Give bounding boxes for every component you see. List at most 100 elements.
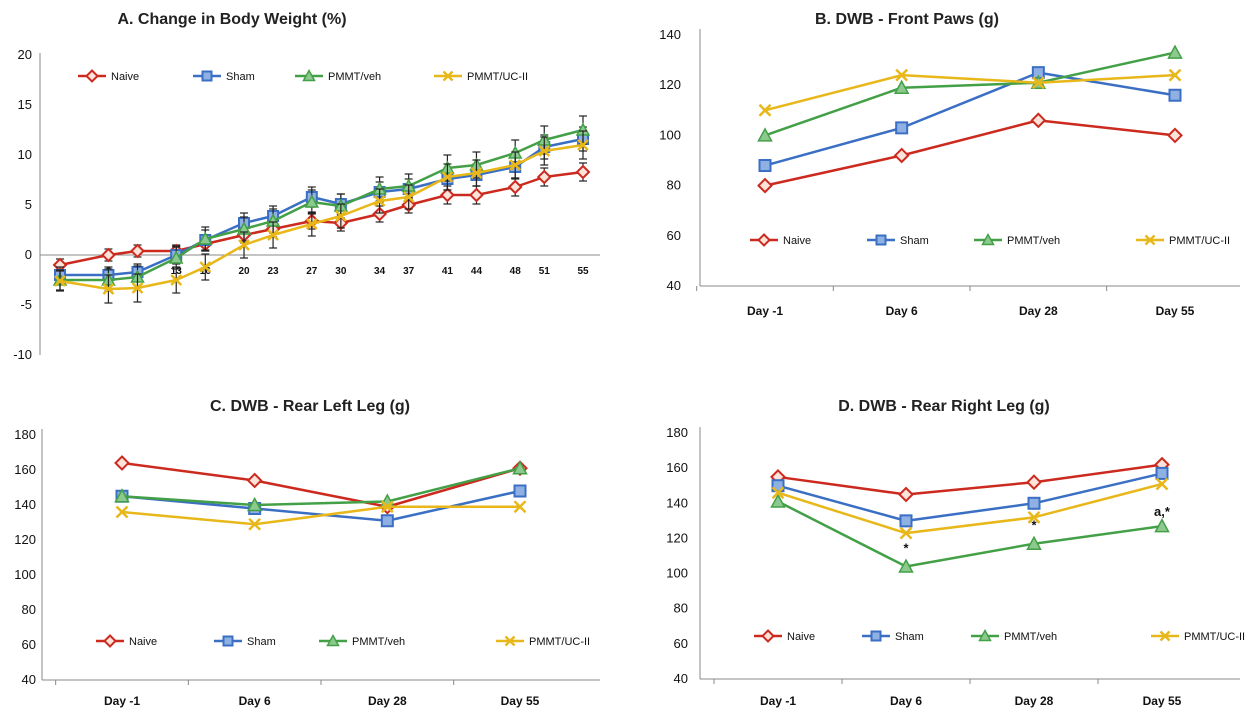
legend-label: PMMT/veh bbox=[1004, 631, 1057, 643]
legend-marker bbox=[870, 630, 882, 642]
data-point bbox=[101, 247, 116, 263]
data-point bbox=[1026, 474, 1042, 491]
legend: Naive Sham PMMT/veh PMMT/UC-II bbox=[750, 232, 1230, 247]
x-tick-label: Day -1 bbox=[747, 304, 783, 318]
data-point bbox=[1031, 76, 1045, 90]
data-point bbox=[898, 486, 914, 503]
legend-marker bbox=[103, 634, 117, 648]
legend-label: PMMT/UC-II bbox=[1184, 631, 1245, 643]
legend-label: PMMT/UC-II bbox=[467, 71, 528, 83]
x-tick-label: 48 bbox=[510, 266, 522, 277]
data-point bbox=[334, 210, 347, 222]
x-tick-label: 34 bbox=[374, 266, 386, 277]
legend-label: Sham bbox=[900, 235, 929, 247]
series-line bbox=[764, 73, 1176, 112]
legend-label: PMMT/veh bbox=[1007, 235, 1060, 247]
data-point bbox=[575, 164, 591, 180]
series-naive bbox=[114, 455, 528, 515]
y-tick-label: 100 bbox=[14, 567, 36, 582]
data-point bbox=[758, 159, 772, 173]
series-line bbox=[60, 128, 584, 282]
data-point bbox=[895, 68, 909, 82]
chart-title: C. DWB - Rear Left Leg (g) bbox=[210, 398, 410, 415]
x-tick-label: 55 bbox=[577, 266, 589, 277]
legend-item-pmmt-veh: PMMT/veh bbox=[971, 628, 1057, 643]
legend-marker bbox=[757, 233, 771, 247]
y-tick-label: 140 bbox=[666, 495, 688, 510]
data-point bbox=[380, 514, 394, 528]
data-point bbox=[1168, 68, 1182, 82]
data-point bbox=[373, 195, 386, 207]
legend-marker bbox=[85, 69, 99, 83]
annotation: * bbox=[1031, 518, 1037, 533]
data-point bbox=[770, 493, 786, 508]
data-point bbox=[470, 167, 483, 179]
x-tick-label: Day 55 bbox=[1156, 304, 1195, 318]
data-point bbox=[402, 191, 415, 203]
data-point bbox=[1167, 127, 1183, 144]
data-point bbox=[895, 121, 909, 135]
series-line bbox=[764, 71, 1176, 167]
data-point bbox=[304, 194, 320, 208]
legend-label: Naive bbox=[783, 235, 811, 247]
x-tick-label: 44 bbox=[471, 266, 483, 277]
data-point bbox=[536, 169, 552, 185]
x-tick-label: 27 bbox=[306, 266, 318, 277]
y-tick-label: 120 bbox=[14, 532, 36, 547]
data-point bbox=[372, 206, 388, 222]
y-tick-label: 80 bbox=[667, 178, 681, 193]
data-point bbox=[267, 229, 279, 241]
chart-panel-b: B. DWB - Front Paws (g) 40 60 80 100 120 140 Da… bbox=[659, 11, 1240, 318]
x-tick-label: Day 6 bbox=[239, 694, 271, 708]
data-point bbox=[1027, 510, 1041, 524]
data-point bbox=[513, 500, 527, 514]
data-point bbox=[115, 505, 129, 519]
data-point bbox=[898, 558, 914, 573]
chart-panel-a: A. Change in Body Weight (%) -10 -5 0 5 10 15 2… bbox=[13, 11, 600, 362]
data-point bbox=[893, 147, 910, 164]
annotation: a,* bbox=[1154, 504, 1171, 519]
legend-marker bbox=[504, 635, 516, 647]
data-point bbox=[130, 243, 145, 259]
series-naive bbox=[757, 112, 1183, 194]
y-tick-label: 0 bbox=[25, 247, 32, 262]
legend-item-naive: Naive bbox=[754, 629, 815, 643]
data-point bbox=[131, 282, 144, 294]
data-point bbox=[238, 239, 250, 251]
series-sham bbox=[771, 466, 1169, 528]
series-line bbox=[121, 467, 521, 507]
y-tick-label: -5 bbox=[20, 297, 32, 312]
y-tick-label: 15 bbox=[18, 97, 32, 112]
series-line bbox=[121, 461, 521, 508]
x-tick-label: 20 bbox=[238, 266, 250, 277]
series-line bbox=[59, 143, 584, 291]
chart-panel-c: C. DWB - Rear Left Leg (g) 40 60 80 100 120 14… bbox=[14, 398, 600, 708]
series-line bbox=[764, 119, 1176, 187]
legend-label: Sham bbox=[895, 631, 924, 643]
y-tick-label: 80 bbox=[22, 602, 36, 617]
x-tick-label: Day 55 bbox=[1143, 694, 1182, 708]
data-point bbox=[899, 514, 913, 528]
data-point bbox=[538, 145, 551, 157]
data-point bbox=[577, 139, 589, 151]
data-point bbox=[102, 283, 115, 295]
series-pmmt-uc-ii bbox=[758, 68, 1182, 117]
data-point bbox=[170, 274, 183, 286]
y-tick-label: 20 bbox=[18, 47, 32, 62]
legend-marker bbox=[222, 635, 234, 647]
data-point bbox=[1027, 496, 1041, 510]
series-pmmt-veh bbox=[757, 44, 1183, 142]
series-line bbox=[60, 137, 584, 277]
x-tick-label: 51 bbox=[539, 266, 551, 277]
data-point bbox=[441, 171, 454, 183]
legend-item-sham: Sham bbox=[862, 630, 924, 643]
annotation: * bbox=[903, 541, 909, 556]
y-tick-label: 180 bbox=[666, 425, 688, 440]
legend-item-sham: Sham bbox=[867, 234, 929, 247]
data-point bbox=[899, 526, 913, 540]
x-tick-label: Day 28 bbox=[1015, 694, 1054, 708]
data-point bbox=[114, 455, 130, 471]
y-tick-label: 5 bbox=[25, 197, 32, 212]
legend-item-pmmt-uc-ii: PMMT/UC-II bbox=[1136, 234, 1230, 247]
y-tick-label: 40 bbox=[674, 671, 688, 686]
